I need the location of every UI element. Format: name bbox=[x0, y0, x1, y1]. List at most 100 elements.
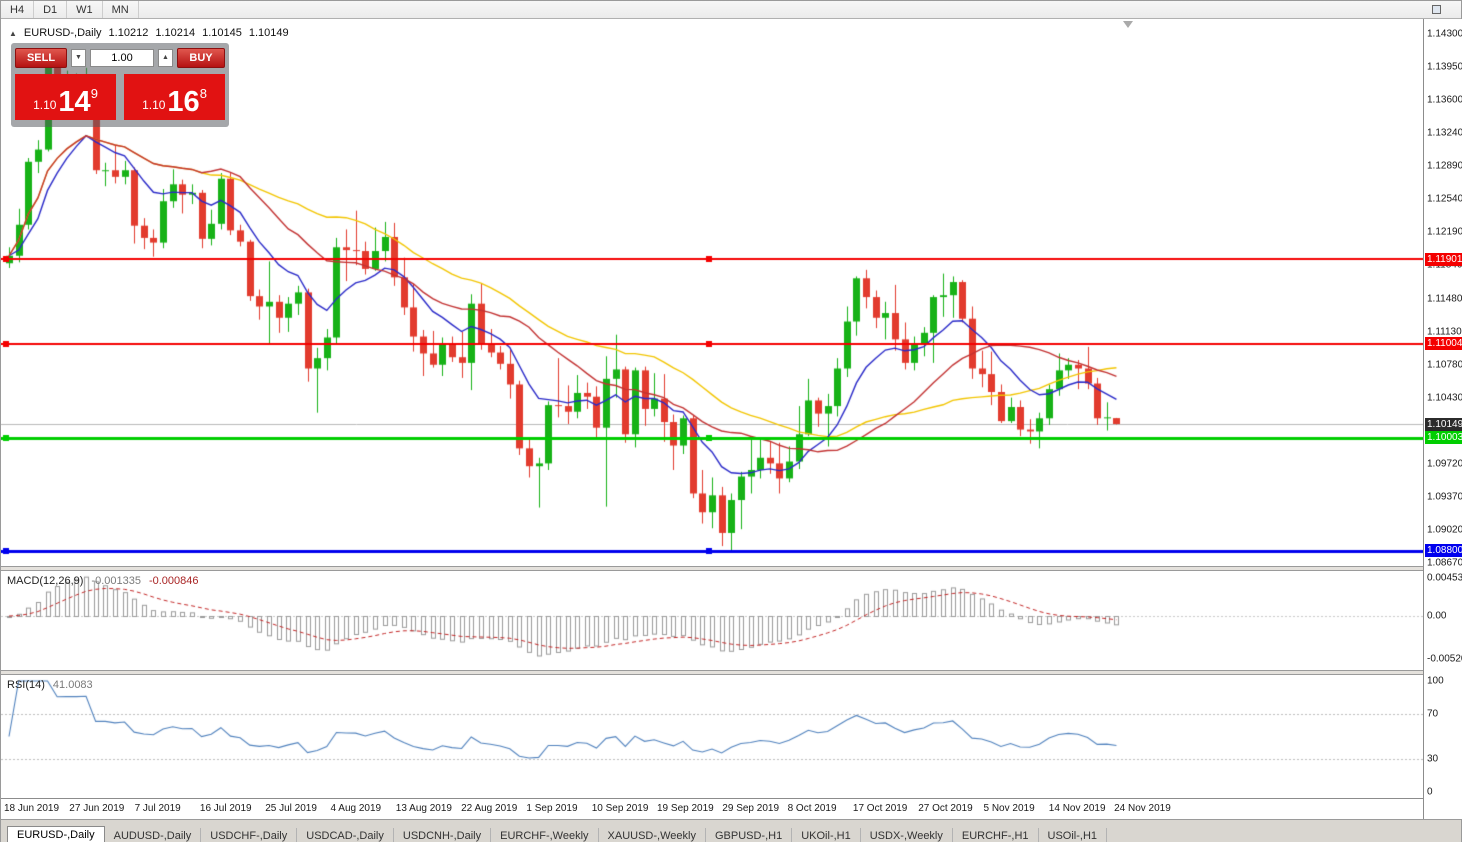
macd-title: MACD(12,26,9) bbox=[7, 575, 84, 587]
buy-price-prefix: 1.10 bbox=[142, 98, 166, 112]
chart-tab-usoil-h1[interactable]: USOil-,H1 bbox=[1039, 828, 1108, 842]
sell-price-display[interactable]: 1.10 14 9 bbox=[15, 74, 116, 120]
buy-price-point: 8 bbox=[199, 86, 207, 101]
price-tick: 1.08670 bbox=[1427, 557, 1462, 569]
hline-price-label: 1.10003 bbox=[1425, 431, 1462, 445]
chart-tab-eurchf-h1[interactable]: EURCHF-,H1 bbox=[953, 828, 1039, 842]
date-label: 24 Nov 2019 bbox=[1114, 803, 1171, 814]
chart-ohlc-header: ▲ EURUSD-,Daily 1.10212 1.10214 1.10145 … bbox=[9, 27, 289, 39]
chart-shift-marker[interactable] bbox=[1123, 21, 1133, 28]
date-label: 27 Jun 2019 bbox=[69, 803, 125, 814]
current-price-label: 1.10149 bbox=[1425, 417, 1462, 431]
rsi-title: RSI(14) bbox=[7, 679, 45, 691]
date-label: 17 Oct 2019 bbox=[852, 803, 908, 814]
sell-price-point: 9 bbox=[90, 86, 98, 101]
price-scale[interactable]: 1.14300 1.13950 1.13600 1.13240 1.12890 1.125… bbox=[1423, 19, 1462, 819]
chart-tabs-bar: EURUSD-,Daily AUDUSD-,Daily USDCHF-,Daily U… bbox=[1, 826, 1461, 842]
sell-button[interactable]: SELL bbox=[15, 47, 67, 68]
panel-splitter[interactable] bbox=[1, 566, 1423, 571]
buy-price-pips: 16 bbox=[167, 86, 200, 119]
toolbar-window-icon[interactable] bbox=[1432, 5, 1441, 14]
collapse-panel-icon[interactable]: ▲ bbox=[9, 28, 17, 38]
ohlc-close: 1.10149 bbox=[248, 27, 289, 39]
chart-region: ▲ EURUSD-,Daily 1.10212 1.10214 1.10145 … bbox=[1, 19, 1423, 819]
date-label: 18 Jun 2019 bbox=[4, 803, 60, 814]
sell-price-prefix: 1.10 bbox=[33, 98, 57, 112]
price-chart-canvas[interactable] bbox=[1, 19, 1423, 566]
rsi-scale-tick: 100 bbox=[1427, 675, 1444, 687]
bottom-strip bbox=[1, 819, 1461, 826]
date-label: 1 Sep 2019 bbox=[526, 803, 578, 814]
chart-tab-usdcad-daily[interactable]: USDCAD-,Daily bbox=[297, 828, 394, 842]
price-tick: 1.10080 bbox=[1427, 425, 1462, 436]
date-label: 27 Oct 2019 bbox=[918, 803, 973, 814]
macd-scale-tick: 0.00 bbox=[1427, 610, 1447, 622]
chart-tab-eurchf-weekly[interactable]: EURCHF-,Weekly bbox=[491, 828, 599, 842]
price-tick: 1.09020 bbox=[1427, 524, 1462, 536]
rsi-indicator-canvas[interactable] bbox=[1, 675, 1423, 798]
date-label: 25 Jul 2019 bbox=[265, 803, 317, 814]
price-tick: 1.12190 bbox=[1427, 226, 1462, 238]
rsi-label: RSI(14) 41.0083 bbox=[7, 679, 93, 691]
price-tick: 1.09370 bbox=[1427, 491, 1462, 503]
price-tick: 1.12890 bbox=[1427, 160, 1462, 172]
chart-tab-usdchf-daily[interactable]: USDCHF-,Daily bbox=[201, 828, 298, 842]
timeframe-button-w1[interactable]: W1 bbox=[67, 1, 103, 18]
hline-price-label: 1.11901 bbox=[1425, 252, 1462, 266]
price-tick: 1.14300 bbox=[1427, 28, 1462, 40]
macd-signal-value: -0.000846 bbox=[148, 575, 199, 587]
date-label: 14 Nov 2019 bbox=[1048, 803, 1106, 814]
buy-price-display[interactable]: 1.10 16 8 bbox=[124, 74, 225, 120]
hline-price-label: 1.08800 bbox=[1425, 544, 1462, 558]
price-tick: 1.13240 bbox=[1427, 127, 1462, 139]
price-tick: 1.11130 bbox=[1427, 326, 1462, 338]
chart-symbol-label: EURUSD-,Daily bbox=[23, 27, 102, 39]
date-label: 4 Aug 2019 bbox=[330, 803, 382, 814]
panel-splitter[interactable] bbox=[1, 670, 1423, 675]
rsi-scale-tick: 70 bbox=[1427, 708, 1439, 720]
macd-indicator-canvas[interactable] bbox=[1, 571, 1423, 670]
ohlc-high: 1.10214 bbox=[155, 27, 196, 39]
chart-tab-eurusd-daily[interactable]: EURUSD-,Daily bbox=[7, 826, 105, 842]
volume-decrease-button[interactable]: ▼ bbox=[71, 48, 86, 67]
chart-tab-xauusd-weekly[interactable]: XAUUSD-,Weekly bbox=[599, 828, 706, 842]
macd-label: MACD(12,26,9) -0.001335 -0.000846 bbox=[7, 575, 199, 587]
date-label: 29 Sep 2019 bbox=[722, 803, 780, 814]
rsi-scale-tick: 30 bbox=[1427, 753, 1439, 765]
date-label: 13 Aug 2019 bbox=[395, 803, 452, 814]
timeframe-toolbar: H4 D1 W1 MN bbox=[1, 1, 1461, 19]
timeframe-button-d1[interactable]: D1 bbox=[34, 1, 68, 18]
macd-scale-tick: -0.005205 bbox=[1427, 653, 1462, 665]
price-tick: 1.10780 bbox=[1427, 359, 1462, 371]
chart-tab-ukoil-h1[interactable]: UKOil-,H1 bbox=[792, 828, 861, 842]
volume-increase-button[interactable]: ▲ bbox=[158, 48, 173, 67]
date-label: 5 Nov 2019 bbox=[983, 803, 1035, 814]
time-axis[interactable]: 18 Jun 2019 27 Jun 2019 7 Jul 2019 16 Jul 2… bbox=[1, 798, 1423, 819]
price-tick: 1.10430 bbox=[1427, 392, 1462, 404]
date-label: 16 Jul 2019 bbox=[199, 803, 252, 814]
timeframe-button-h4[interactable]: H4 bbox=[1, 1, 35, 18]
rsi-value: 41.0083 bbox=[52, 679, 93, 691]
volume-input[interactable] bbox=[90, 48, 154, 67]
date-label: 22 Aug 2019 bbox=[461, 803, 518, 814]
date-label: 19 Sep 2019 bbox=[657, 803, 714, 814]
ohlc-open: 1.10212 bbox=[108, 27, 149, 39]
chart-tab-usdcnh-daily[interactable]: USDCNH-,Daily bbox=[394, 828, 492, 842]
date-label: 8 Oct 2019 bbox=[787, 803, 837, 814]
sell-price-pips: 14 bbox=[58, 86, 91, 119]
caret-down-icon: ▼ bbox=[75, 54, 82, 61]
macd-scale-tick: 0.004536 bbox=[1427, 572, 1462, 584]
date-label: 7 Jul 2019 bbox=[134, 803, 181, 814]
buy-button[interactable]: BUY bbox=[177, 47, 225, 68]
price-tick: 1.11480 bbox=[1427, 293, 1462, 304]
date-label: 10 Sep 2019 bbox=[591, 803, 649, 814]
price-tick: 1.09720 bbox=[1427, 458, 1462, 470]
timeframe-button-mn[interactable]: MN bbox=[103, 1, 139, 18]
chart-tab-audusd-daily[interactable]: AUDUSD-,Daily bbox=[105, 828, 202, 842]
chart-tab-gbpusd-h1[interactable]: GBPUSD-,H1 bbox=[706, 828, 793, 842]
chart-tab-usdx-weekly[interactable]: USDX-,Weekly bbox=[861, 828, 953, 842]
ohlc-low: 1.10145 bbox=[202, 27, 242, 39]
rsi-scale-tick: 0 bbox=[1427, 786, 1433, 798]
